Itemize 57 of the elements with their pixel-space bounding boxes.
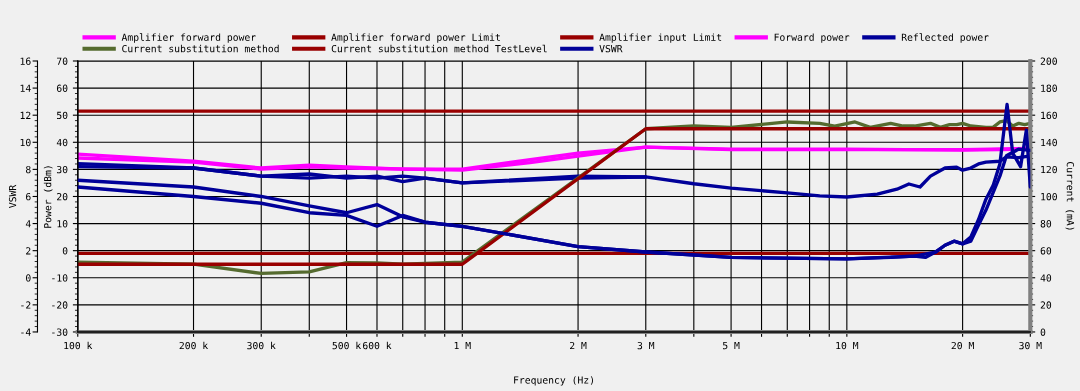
y-tick-label: -20 bbox=[52, 301, 68, 309]
y2-tick-label: 60 bbox=[1040, 247, 1052, 255]
x-tick-label: 2 M bbox=[570, 341, 587, 350]
y-tick-label: -10 bbox=[52, 274, 68, 282]
y2-tick-label: 160 bbox=[1041, 111, 1057, 120]
x-tick-label: 600 k bbox=[362, 341, 392, 350]
y3-tick-label: 4 bbox=[25, 220, 31, 228]
y2-tick-label: 200 bbox=[1040, 57, 1057, 65]
legend-label: Amplifier input Limit bbox=[599, 33, 722, 43]
x-tick-label: 300 k bbox=[247, 341, 276, 350]
y-tick-label: -30 bbox=[52, 328, 68, 336]
y-tick-label: 60 bbox=[56, 84, 68, 92]
y2-tick-label: 80 bbox=[1040, 220, 1052, 228]
y3-tick-label: -2 bbox=[21, 301, 31, 309]
legend-label: VSWR bbox=[599, 44, 623, 53]
y3-axis-title: VSWR bbox=[8, 184, 17, 208]
y3-tick-label: 2 bbox=[26, 247, 31, 255]
y3-tick-label: 12 bbox=[20, 111, 31, 119]
x-tick-label: 3 M bbox=[637, 341, 655, 350]
y-tick-label: 10 bbox=[57, 220, 68, 228]
x-tick-label: 1 M bbox=[454, 342, 471, 350]
legend-label: Current substitution method TestLevel bbox=[331, 44, 547, 53]
x-tick-label: 30 M bbox=[1019, 341, 1042, 350]
x-tick-label: 10 M bbox=[836, 341, 859, 350]
y-tick-label: 40 bbox=[56, 138, 68, 147]
y2-tick-label: 20 bbox=[1040, 301, 1052, 309]
y2-tick-label: 0 bbox=[1040, 328, 1046, 336]
legend-label: Current substitution method bbox=[122, 44, 279, 53]
legend-label: Amplifier forward power Limit bbox=[331, 33, 500, 43]
y-tick-label: 30 bbox=[56, 165, 68, 174]
y3-tick-label: -4 bbox=[21, 328, 31, 336]
y-axis-title: Power (dBm) bbox=[43, 166, 53, 228]
x-tick-label: 200 k bbox=[179, 341, 209, 350]
x-tick-label: 100 k bbox=[64, 341, 93, 350]
legend-label: Reflected power bbox=[901, 33, 989, 43]
y3-tick-label: 14 bbox=[20, 84, 31, 92]
y3-tick-label: 8 bbox=[26, 165, 31, 174]
y-tick-label: 0 bbox=[62, 247, 68, 255]
x-tick-label: 5 M bbox=[722, 342, 740, 350]
y3-tick-label: 6 bbox=[26, 192, 31, 201]
y-tick-label: 50 bbox=[57, 111, 68, 120]
y3-tick-label: 10 bbox=[20, 138, 31, 147]
y2-tick-label: 140 bbox=[1041, 138, 1057, 147]
y-tick-label: 20 bbox=[57, 192, 68, 201]
legend-label: Forward power bbox=[774, 33, 850, 43]
y2-axis-title: Current (mA) bbox=[1065, 162, 1075, 230]
y2-tick-label: 120 bbox=[1041, 165, 1057, 174]
y-tick-label: 70 bbox=[56, 57, 68, 65]
y3-tick-label: 16 bbox=[20, 57, 31, 65]
y2-tick-label: 180 bbox=[1041, 84, 1057, 92]
y2-tick-label: 40 bbox=[1040, 274, 1052, 282]
legend-label: Amplifier forward power bbox=[121, 33, 256, 43]
x-axis-title: Frequency (Hz) bbox=[514, 376, 593, 386]
x-tick-label: 500 k bbox=[332, 341, 362, 350]
y2-tick-label: 100 bbox=[1041, 192, 1057, 201]
x-tick-label: 20 M bbox=[951, 341, 974, 350]
y3-tick-label: 0 bbox=[26, 274, 31, 282]
